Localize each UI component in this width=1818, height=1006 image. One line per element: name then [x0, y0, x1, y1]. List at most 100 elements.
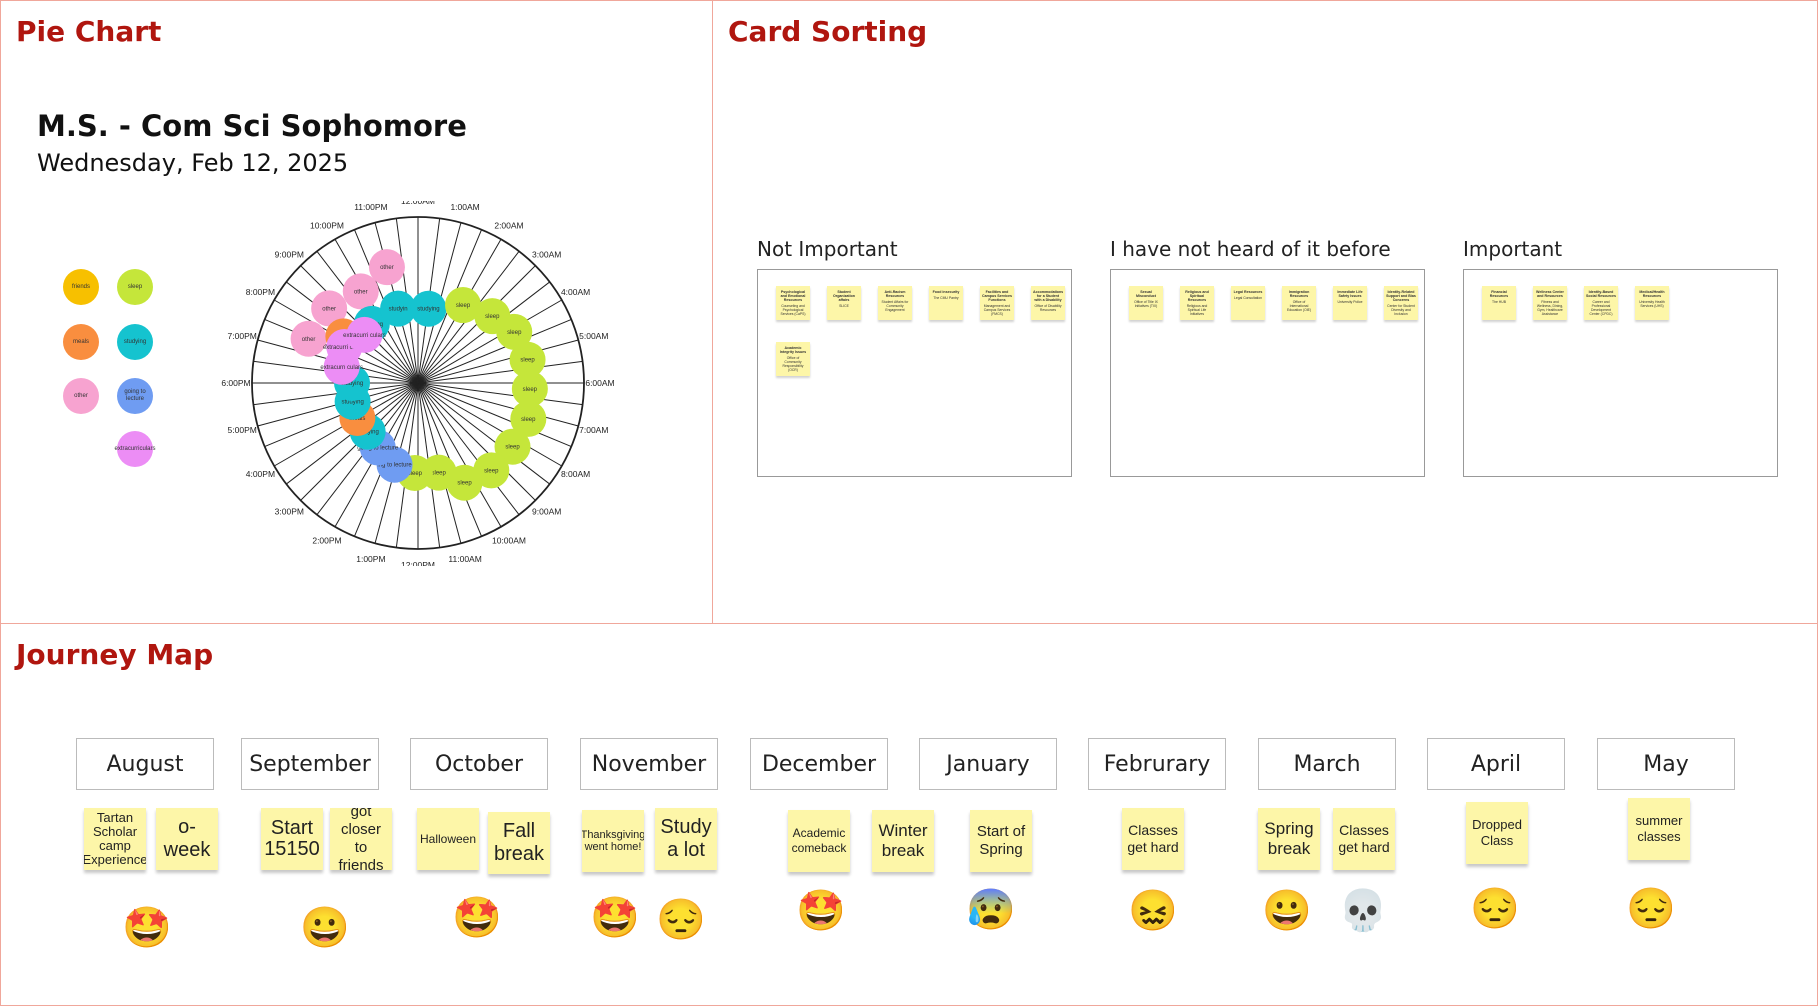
- sticky-note[interactable]: Spring break: [1258, 808, 1320, 870]
- card-note-body: Counseling and Psychological Services (C…: [780, 304, 806, 316]
- card-note-title: Financial Resources: [1489, 290, 1509, 298]
- hour-label: 2:00PM: [312, 536, 341, 546]
- hour-label: 6:00PM: [221, 378, 250, 388]
- card-note[interactable]: Food insecurity The CMU Pantry: [929, 286, 963, 320]
- card-note-body: Office of Title IX Initiatives (TIX): [1134, 300, 1158, 308]
- card-note-title: Facilities and Campus Services Functions: [982, 290, 1012, 302]
- sticky-note[interactable]: Tartan Scholar camp Experience: [84, 808, 146, 870]
- hour-label: 8:00PM: [246, 287, 275, 297]
- activity-label: sleep: [484, 468, 499, 474]
- legend-going-to-lecture-label: going to lecture: [124, 389, 146, 402]
- card-note-title: Identity-Related Support and Bias Concer…: [1386, 290, 1416, 302]
- activity-bubble: [290, 320, 327, 357]
- hour-label: 10:00AM: [492, 536, 526, 546]
- sticky-note[interactable]: o-week: [156, 808, 218, 870]
- card-note[interactable]: Student Organization affairs SLICE: [827, 286, 861, 320]
- legend-studying: studying: [117, 324, 153, 360]
- clock-spoke: [417, 360, 583, 384]
- column-title-not-important: Not Important: [757, 237, 898, 261]
- card-note-title: Accommodations for a Student with a Disa…: [1033, 290, 1064, 302]
- activity-label: ing to lecture: [377, 463, 412, 469]
- activity-label: studying: [417, 307, 439, 313]
- star-struck-emoji-icon: 🤩: [452, 896, 502, 940]
- activity-bubble: [445, 287, 481, 324]
- activity-bubble: [509, 341, 546, 378]
- card-note[interactable]: Facilities and Campus Services Functions…: [980, 286, 1014, 320]
- sticky-note[interactable]: Halloween: [417, 808, 479, 870]
- sticky-note[interactable]: Thanksgiving went home!: [582, 810, 644, 872]
- legend-sleep: sleep: [117, 269, 153, 305]
- daily-clock-pie: 12:00AM 1:00AM 2:00AM 3:00AM 4:00AM 5:00AM 6:0…: [221, 201, 614, 566]
- pensive-emoji-icon: 😔: [1626, 887, 1676, 931]
- hour-label: 10:00PM: [310, 220, 344, 230]
- card-note-title: Sexual Misconduct: [1136, 290, 1156, 298]
- pensive-emoji-icon: 😔: [656, 898, 706, 942]
- hour-label: 7:00PM: [228, 331, 257, 341]
- card-note[interactable]: Anti-Racism Resources Student Affairs for…: [878, 286, 912, 320]
- sticky-note[interactable]: Fall break: [488, 812, 550, 874]
- sticky-note[interactable]: Study a lot: [655, 808, 717, 870]
- panel-title-pie-chart: Pie Chart: [16, 15, 162, 48]
- hour-label: 3:00PM: [275, 507, 304, 517]
- card-note[interactable]: Psychological and Emotional Resources Cou…: [776, 286, 810, 320]
- sticky-note[interactable]: Classes get hard: [1122, 808, 1184, 870]
- activity-label: other: [322, 306, 336, 312]
- card-note[interactable]: Academic Integrity Issues Office of Commu…: [776, 342, 810, 376]
- month-december: December: [750, 738, 888, 790]
- sticky-note[interactable]: Start of Spring: [970, 810, 1032, 872]
- legend-friends-label: friends: [71, 283, 90, 290]
- sticky-note[interactable]: Start 15150: [261, 808, 323, 870]
- sticky-note[interactable]: Winter break: [872, 810, 934, 872]
- card-note[interactable]: Wellness Center and Resources Fitness and…: [1533, 286, 1567, 320]
- activity-label: sleep: [408, 471, 423, 477]
- activity-bubble: [410, 290, 447, 327]
- clock-spoke: [417, 382, 579, 427]
- activity-bubble: [346, 316, 383, 353]
- pensive-emoji-icon: 😔: [1470, 887, 1520, 931]
- sticky-note[interactable]: Classes get hard: [1333, 808, 1395, 870]
- clock-spoke: [417, 299, 563, 384]
- column-title-not-heard: I have not heard of it before: [1110, 237, 1391, 261]
- panel-title-card-sorting: Card Sorting: [728, 15, 928, 48]
- sticky-note[interactable]: Academic comeback: [788, 810, 850, 872]
- star-struck-emoji-icon: 🤩: [796, 889, 846, 933]
- month-march: March: [1258, 738, 1396, 790]
- card-note-body: Fitness and Wellness, Dining, Gym, Healt…: [1536, 300, 1564, 316]
- card-note[interactable]: Accommodations for a Student with a Disa…: [1031, 286, 1065, 320]
- card-note[interactable]: Immediate Life Safety Issues University P…: [1333, 286, 1367, 320]
- column-not-important: Psychological and Emotional Resources Cou…: [757, 269, 1072, 477]
- card-sorting-panel: Card Sorting Not Important Psychological…: [712, 0, 1818, 624]
- activity-bubble: [473, 452, 510, 489]
- activity-label: studyin: [389, 307, 408, 313]
- column-title-important: Important: [1463, 237, 1563, 261]
- sticky-note[interactable]: Dropped Class: [1466, 802, 1528, 864]
- card-note-title: Wellness Center and Resources: [1536, 290, 1564, 298]
- card-note[interactable]: Religious and Spiritual Resources Religio…: [1180, 286, 1214, 320]
- card-note[interactable]: Medical/Health Resources University Healt…: [1635, 286, 1669, 320]
- sticky-note[interactable]: summer classes: [1628, 798, 1690, 860]
- card-note[interactable]: Identity-Based Social Resources Career an…: [1584, 286, 1618, 320]
- card-note[interactable]: Legal Resources Legal Consultation: [1231, 286, 1265, 320]
- clock-spoke: [253, 382, 419, 406]
- card-note[interactable]: Immigration Resources Office of Internati…: [1282, 286, 1316, 320]
- activity-bubble: [311, 290, 348, 327]
- legend-other: other: [63, 378, 99, 414]
- clock-spoke: [417, 319, 572, 384]
- sticky-note[interactable]: got closer to friends: [330, 808, 392, 870]
- card-note[interactable]: Identity-Related Support and Bias Concer…: [1384, 286, 1418, 320]
- hour-label: 5:00PM: [228, 425, 257, 435]
- card-note-body: Career and Professional Development Cent…: [1589, 300, 1613, 316]
- card-note-title: Anti-Racism Resources: [884, 290, 906, 298]
- legend-meals-label: meals: [72, 338, 89, 345]
- card-note-body: Student Affairs for Community Engagement: [881, 300, 909, 312]
- card-note[interactable]: Sexual Misconduct Office of Title IX Init…: [1129, 286, 1163, 320]
- clock-spoke: [417, 339, 579, 384]
- activity-label: extracurri culars: [343, 333, 386, 339]
- card-note[interactable]: Financial Resources The HUB: [1482, 286, 1516, 320]
- card-note-body: Center for Student Diversity and Inclusi…: [1387, 304, 1415, 316]
- hour-label: 11:00AM: [448, 554, 481, 564]
- activity-label: sleep: [523, 387, 538, 393]
- hour-label: 9:00PM: [275, 249, 304, 259]
- card-note-title: Food insecurity: [932, 290, 960, 294]
- activity-label: extracurri culars: [323, 345, 366, 351]
